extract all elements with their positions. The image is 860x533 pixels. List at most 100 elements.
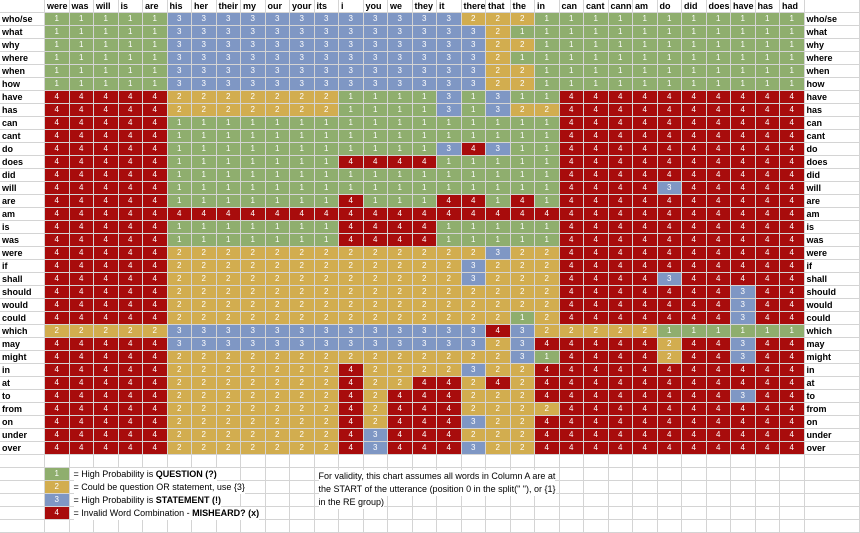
grid-cell[interactable]: 2 xyxy=(462,403,487,416)
grid-cell[interactable]: 1 xyxy=(486,156,511,169)
grid-cell[interactable]: 2 xyxy=(437,273,462,286)
grid-cell[interactable]: 4 xyxy=(339,390,364,403)
empty-cell[interactable] xyxy=(266,481,291,494)
grid-cell[interactable]: 1 xyxy=(94,52,119,65)
row-label[interactable]: why xyxy=(0,39,45,52)
column-header-your[interactable]: your xyxy=(290,0,315,13)
grid-cell[interactable]: 4 xyxy=(658,416,683,429)
row-label[interactable]: how xyxy=(0,78,45,91)
grid-cell[interactable]: 2 xyxy=(486,52,511,65)
grid-cell[interactable]: 4 xyxy=(658,234,683,247)
grid-cell[interactable]: 3 xyxy=(364,52,389,65)
grid-cell[interactable]: 4 xyxy=(560,221,585,234)
row-label-right[interactable]: am xyxy=(805,208,860,221)
column-header-have[interactable]: have xyxy=(731,0,756,13)
grid-cell[interactable]: 4 xyxy=(731,195,756,208)
grid-cell[interactable]: 2 xyxy=(217,91,242,104)
grid-cell[interactable]: 4 xyxy=(413,403,438,416)
grid-cell[interactable]: 4 xyxy=(756,416,781,429)
grid-cell[interactable]: 4 xyxy=(143,260,168,273)
grid-cell[interactable]: 4 xyxy=(119,182,144,195)
empty-cell[interactable] xyxy=(217,455,242,468)
empty-cell[interactable] xyxy=(633,481,658,494)
grid-cell[interactable]: 1 xyxy=(94,39,119,52)
grid-cell[interactable]: 4 xyxy=(658,195,683,208)
grid-cell[interactable]: 3 xyxy=(437,78,462,91)
grid-cell[interactable]: 4 xyxy=(192,208,217,221)
grid-cell[interactable]: 4 xyxy=(339,442,364,455)
grid-cell[interactable]: 1 xyxy=(143,13,168,26)
grid-cell[interactable]: 1 xyxy=(437,221,462,234)
grid-cell[interactable]: 4 xyxy=(584,182,609,195)
column-header-in[interactable]: in xyxy=(535,0,560,13)
row-label[interactable]: can xyxy=(0,117,45,130)
grid-cell[interactable]: 4 xyxy=(45,169,70,182)
column-header-her[interactable]: her xyxy=(192,0,217,13)
grid-cell[interactable]: 3 xyxy=(462,364,487,377)
grid-cell[interactable]: 4 xyxy=(143,390,168,403)
grid-cell[interactable]: 4 xyxy=(143,234,168,247)
grid-cell[interactable]: 3 xyxy=(462,65,487,78)
grid-cell[interactable]: 2 xyxy=(364,286,389,299)
grid-cell[interactable]: 2 xyxy=(364,377,389,390)
column-header-its[interactable]: its xyxy=(315,0,340,13)
grid-cell[interactable]: 3 xyxy=(437,65,462,78)
grid-cell[interactable]: 1 xyxy=(241,182,266,195)
column-header-are[interactable]: are xyxy=(143,0,168,13)
grid-cell[interactable]: 4 xyxy=(143,351,168,364)
grid-cell[interactable]: 1 xyxy=(560,26,585,39)
empty-cell[interactable] xyxy=(731,507,756,520)
grid-cell[interactable]: 2 xyxy=(339,312,364,325)
grid-cell[interactable]: 4 xyxy=(682,286,707,299)
column-header-am[interactable]: am xyxy=(633,0,658,13)
grid-cell[interactable]: 2 xyxy=(486,299,511,312)
grid-cell[interactable]: 1 xyxy=(364,143,389,156)
empty-cell[interactable] xyxy=(486,507,511,520)
grid-cell[interactable]: 1 xyxy=(462,156,487,169)
grid-cell[interactable]: 1 xyxy=(707,65,732,78)
grid-cell[interactable]: 4 xyxy=(609,338,634,351)
empty-cell[interactable] xyxy=(805,494,860,507)
column-header-has[interactable]: has xyxy=(756,0,781,13)
grid-cell[interactable]: 4 xyxy=(609,169,634,182)
grid-cell[interactable]: 4 xyxy=(119,208,144,221)
grid-cell[interactable]: 4 xyxy=(707,429,732,442)
grid-cell[interactable]: 2 xyxy=(168,403,193,416)
grid-cell[interactable]: 4 xyxy=(437,208,462,221)
grid-cell[interactable]: 4 xyxy=(633,195,658,208)
grid-cell[interactable]: 2 xyxy=(315,429,340,442)
grid-cell[interactable]: 1 xyxy=(535,65,560,78)
grid-cell[interactable]: 2 xyxy=(535,325,560,338)
grid-cell[interactable]: 2 xyxy=(241,403,266,416)
row-label[interactable]: cant xyxy=(0,130,45,143)
grid-cell[interactable]: 3 xyxy=(241,78,266,91)
grid-cell[interactable]: 4 xyxy=(45,286,70,299)
row-label[interactable]: might xyxy=(0,351,45,364)
grid-cell[interactable]: 1 xyxy=(192,130,217,143)
grid-cell[interactable]: 3 xyxy=(731,390,756,403)
grid-cell[interactable]: 2 xyxy=(45,325,70,338)
row-label-right[interactable]: does xyxy=(805,156,860,169)
grid-cell[interactable]: 2 xyxy=(192,390,217,403)
grid-cell[interactable]: 1 xyxy=(119,13,144,26)
grid-cell[interactable]: 1 xyxy=(633,13,658,26)
grid-cell[interactable]: 4 xyxy=(119,247,144,260)
grid-cell[interactable]: 1 xyxy=(119,65,144,78)
grid-cell[interactable]: 2 xyxy=(511,65,536,78)
grid-cell[interactable]: 4 xyxy=(535,377,560,390)
grid-cell[interactable]: 4 xyxy=(437,442,462,455)
grid-cell[interactable]: 1 xyxy=(70,78,95,91)
grid-cell[interactable]: 4 xyxy=(633,377,658,390)
grid-cell[interactable]: 4 xyxy=(584,117,609,130)
empty-cell[interactable] xyxy=(560,481,585,494)
grid-cell[interactable]: 4 xyxy=(609,260,634,273)
grid-cell[interactable]: 1 xyxy=(315,195,340,208)
row-label[interactable]: does xyxy=(0,156,45,169)
grid-cell[interactable]: 1 xyxy=(266,117,291,130)
grid-cell[interactable]: 3 xyxy=(388,325,413,338)
grid-cell[interactable]: 2 xyxy=(315,351,340,364)
grid-cell[interactable]: 2 xyxy=(315,377,340,390)
grid-cell[interactable]: 1 xyxy=(707,52,732,65)
grid-cell[interactable]: 3 xyxy=(437,143,462,156)
grid-cell[interactable]: 1 xyxy=(45,52,70,65)
